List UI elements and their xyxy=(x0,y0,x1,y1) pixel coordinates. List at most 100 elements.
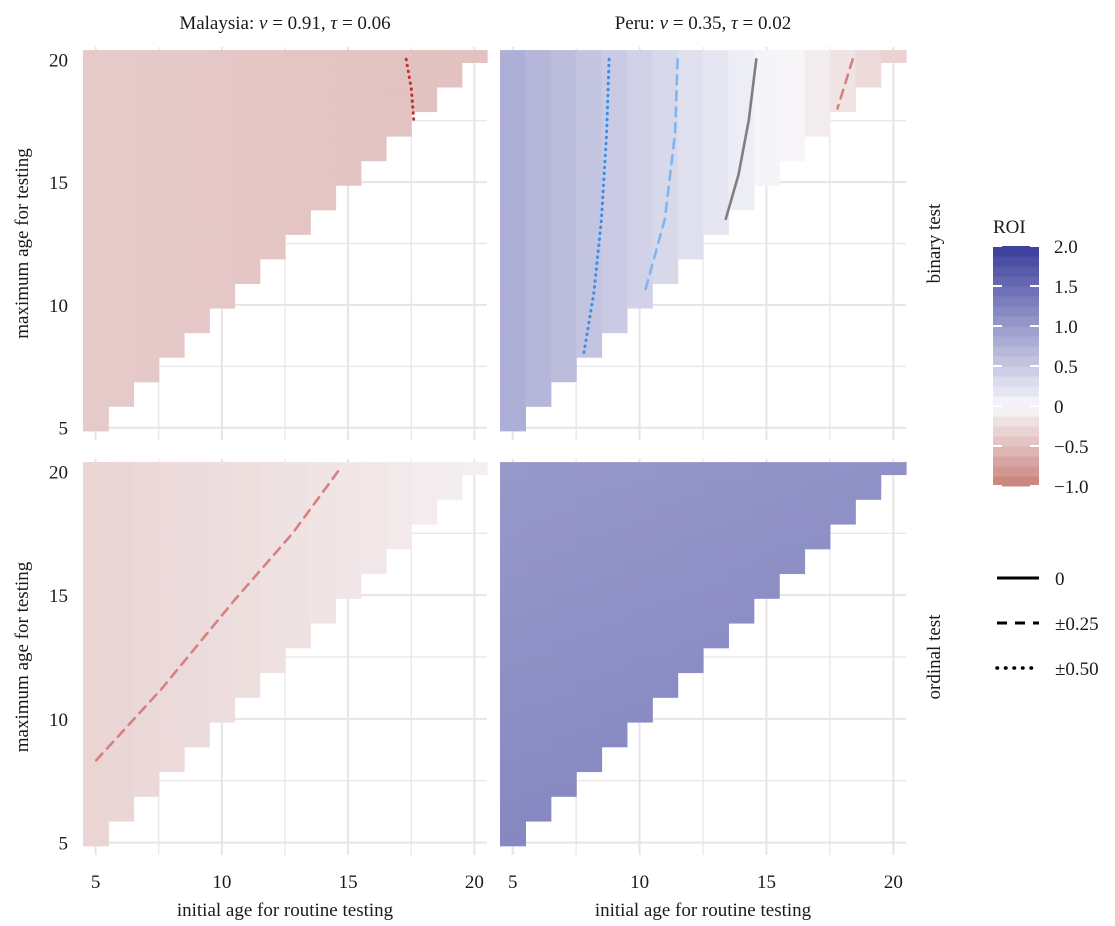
heat-cell xyxy=(525,697,552,705)
heat-cell xyxy=(677,622,704,630)
heat-cell xyxy=(184,160,210,168)
heat-cell xyxy=(500,332,526,340)
heat-cell xyxy=(285,542,311,550)
heat-cell xyxy=(728,185,755,192)
heat-cell xyxy=(158,697,185,705)
heat-cell xyxy=(108,542,135,550)
heat-cell xyxy=(285,105,311,113)
heat-cell xyxy=(652,486,679,494)
heat-cell xyxy=(576,567,603,575)
heat-cell xyxy=(779,499,806,507)
heat-cell xyxy=(500,222,526,229)
heat-cell xyxy=(158,536,185,544)
heat-cell xyxy=(626,289,653,297)
heat-cell xyxy=(804,86,831,94)
heat-cell xyxy=(436,480,463,488)
heat-cell xyxy=(184,74,210,82)
heat-cell xyxy=(728,129,755,137)
heat-cell xyxy=(108,326,135,334)
heat-cell xyxy=(209,480,236,488)
heat-cell xyxy=(626,530,653,537)
heat-cell xyxy=(626,480,653,488)
heat-cell xyxy=(550,185,577,192)
heat-cell xyxy=(83,536,109,544)
heat-cell xyxy=(601,185,628,192)
heat-cell xyxy=(626,191,653,199)
heat-cell xyxy=(108,400,135,407)
heat-cell xyxy=(728,598,755,606)
heat-cell xyxy=(500,610,526,618)
heat-cell xyxy=(753,561,780,568)
heat-cell xyxy=(703,468,729,476)
heat-cell xyxy=(550,375,577,383)
heat-cell xyxy=(779,468,806,476)
heat-cell xyxy=(703,68,729,76)
heat-cell xyxy=(83,418,109,426)
heat-cell xyxy=(576,136,603,143)
heat-cell xyxy=(677,474,704,482)
heat-cell xyxy=(626,703,653,711)
heat-cell xyxy=(184,468,210,476)
heat-cell xyxy=(677,80,704,88)
heat-cell xyxy=(184,295,210,303)
heat-cell xyxy=(108,375,135,383)
heat-cell xyxy=(550,703,577,711)
heat-cell xyxy=(360,56,387,63)
heat-cell xyxy=(753,474,780,482)
heat-cell xyxy=(133,585,160,593)
heat-cell xyxy=(601,50,628,57)
heat-cell xyxy=(108,610,135,618)
heat-cell xyxy=(525,505,552,513)
heat-cell xyxy=(108,814,135,822)
heat-cell xyxy=(158,684,185,692)
heat-cell xyxy=(83,179,109,186)
heat-cell xyxy=(703,172,729,180)
heat-cell xyxy=(626,228,653,235)
colorbar-swatch xyxy=(993,306,1039,317)
heat-cell xyxy=(601,548,628,556)
heat-cell xyxy=(500,672,526,680)
colorbar-swatch xyxy=(993,466,1039,477)
heat-cell xyxy=(500,808,526,816)
heat-cell xyxy=(525,480,552,488)
heat-cell xyxy=(133,179,160,186)
heat-cell xyxy=(601,598,628,606)
heat-cell xyxy=(158,462,185,469)
heat-cell xyxy=(677,499,704,507)
heat-cell xyxy=(601,74,628,82)
heat-cell xyxy=(500,50,526,57)
heat-cell xyxy=(184,622,210,630)
heat-cell xyxy=(728,468,755,476)
heat-cell xyxy=(677,197,704,205)
heat-cell xyxy=(108,585,135,593)
heat-cell xyxy=(184,542,210,550)
heat-cell xyxy=(108,203,135,211)
heat-cell xyxy=(209,468,236,476)
heat-cell xyxy=(652,647,679,655)
heat-cell xyxy=(184,252,210,260)
heat-cell xyxy=(335,548,362,556)
heat-cell xyxy=(576,344,603,352)
heat-cell xyxy=(108,154,135,162)
heat-cell xyxy=(108,771,135,779)
heat-cell xyxy=(108,369,135,377)
heat-cell xyxy=(158,252,185,260)
heat-cell xyxy=(436,80,463,88)
heat-cell xyxy=(500,783,526,791)
heat-cell xyxy=(108,802,135,810)
heat-cell xyxy=(310,142,337,149)
heat-cell xyxy=(133,715,160,723)
heat-cell xyxy=(525,554,552,562)
heat-cell xyxy=(525,74,552,82)
heat-cell xyxy=(184,536,210,544)
heat-cell xyxy=(158,56,185,63)
heat-cell xyxy=(550,660,577,667)
heat-cell xyxy=(525,111,552,119)
y-axis-title: maximum age for testing xyxy=(12,561,33,752)
heat-cell xyxy=(576,660,603,667)
heat-cell xyxy=(234,86,261,94)
heat-cell xyxy=(360,93,387,100)
heat-cell xyxy=(209,142,236,149)
heat-cell xyxy=(601,228,628,235)
heat-cell xyxy=(209,185,236,192)
